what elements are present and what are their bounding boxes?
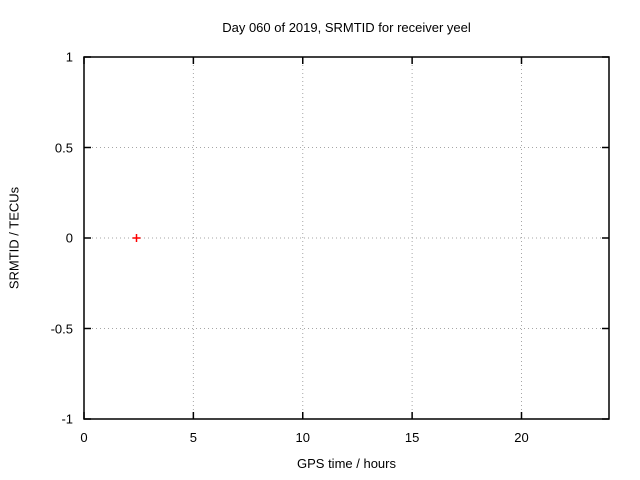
chart-title: Day 060 of 2019, SRMTID for receiver yee…	[222, 20, 471, 35]
x-tick-label: 5	[189, 430, 197, 445]
y-tick-label: -1	[61, 411, 73, 427]
y-tick-label: 0	[65, 230, 73, 246]
x-tick-label: 0	[80, 430, 88, 445]
x-axis-label: GPS time / hours	[297, 456, 396, 471]
plot-border	[83, 56, 610, 420]
y-tick-label: 1	[65, 49, 73, 65]
y-axis-label: SRMTID / TECUs	[6, 186, 22, 290]
y-tick-label: 0.5	[54, 140, 73, 155]
x-tick-label: 10	[295, 430, 310, 445]
x-tick-label: 20	[514, 430, 529, 445]
x-tick-label: 15	[404, 430, 420, 445]
y-tick-label: -0.5	[50, 321, 73, 336]
